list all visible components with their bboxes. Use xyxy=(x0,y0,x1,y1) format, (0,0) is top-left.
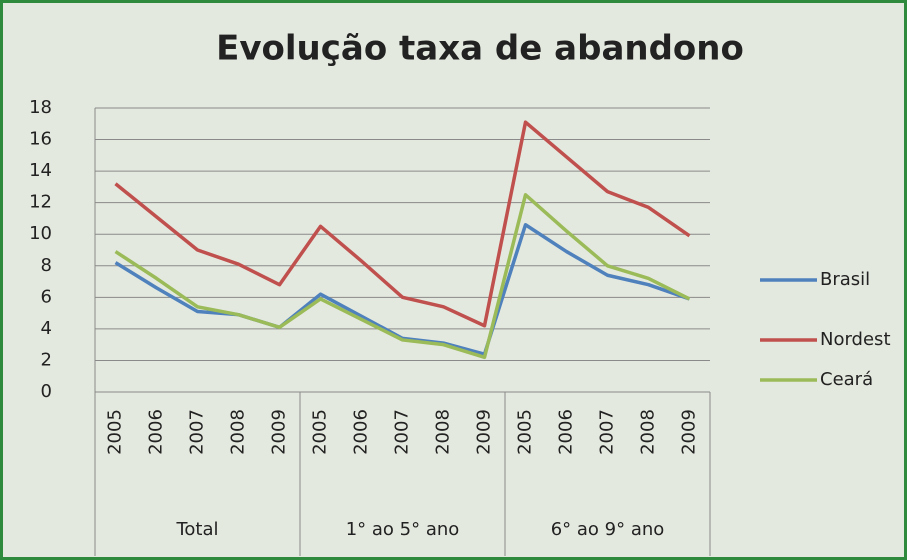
series-line xyxy=(114,120,691,328)
chart-title: Evolução taxa de abandono xyxy=(216,29,744,69)
y-tick-label: 8 xyxy=(41,255,52,276)
x-tick-label: 2008 xyxy=(433,409,454,455)
x-tick-label: 2009 xyxy=(269,409,290,455)
x-tick-label: 2005 xyxy=(105,409,126,455)
x-tick-label: 2007 xyxy=(187,409,208,455)
x-tick-label: 2007 xyxy=(392,409,413,455)
x-tick-label: 2006 xyxy=(146,409,167,455)
legend-label: Nordest xyxy=(820,329,891,350)
x-tick-label: 2006 xyxy=(351,409,372,455)
x-tick-label: 2007 xyxy=(597,409,618,455)
y-tick-label: 16 xyxy=(29,129,52,150)
x-tick-label: 2008 xyxy=(638,409,659,455)
x-tick-label: 2008 xyxy=(228,409,249,455)
series-line xyxy=(114,193,691,360)
x-tick-label: 2006 xyxy=(556,409,577,455)
group-label: 6° ao 9° ano xyxy=(551,519,665,540)
x-tick-label: 2005 xyxy=(515,409,536,455)
y-tick-label: 18 xyxy=(29,97,52,118)
y-tick-label: 4 xyxy=(41,318,52,339)
y-tick-label: 2 xyxy=(41,349,52,370)
x-tick-label: 2009 xyxy=(474,409,495,455)
x-tick-label: 2005 xyxy=(310,409,331,455)
y-tick-label: 6 xyxy=(41,286,52,307)
y-tick-label: 12 xyxy=(29,192,52,213)
y-tick-label: 14 xyxy=(29,160,52,181)
legend-label: Ceará xyxy=(820,369,873,390)
x-tick-label: 2009 xyxy=(679,409,700,455)
y-tick-label: 0 xyxy=(41,381,52,402)
group-label: Total xyxy=(175,519,218,540)
group-label: 1° ao 5° ano xyxy=(346,519,460,540)
y-tick-label: 10 xyxy=(29,223,52,244)
legend-label: Brasil xyxy=(820,269,870,290)
